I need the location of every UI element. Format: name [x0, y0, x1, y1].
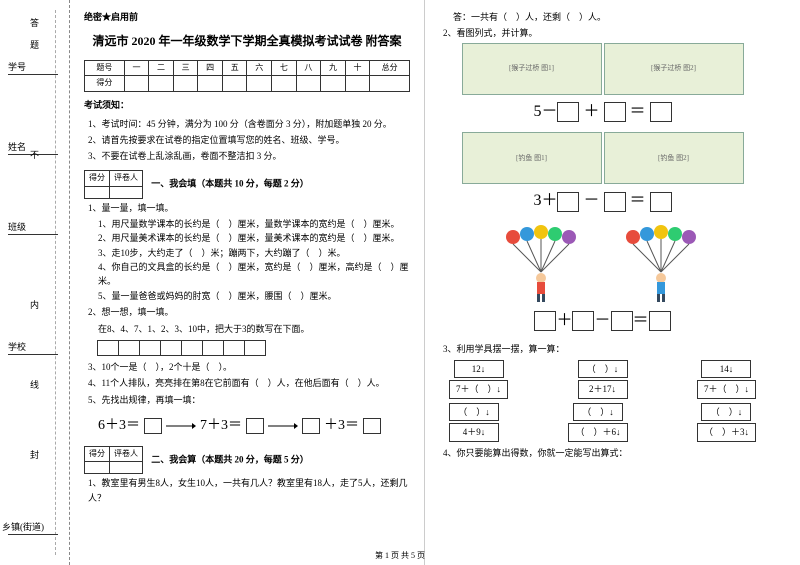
side-field-school	[8, 354, 58, 355]
s2-q1: 1、教室里有男生8人，女生10人，一共有几人？教室里有18人，走了5人，还剩几人…	[88, 476, 410, 505]
side-feng: 封	[28, 450, 41, 459]
s1-q1: 1、量一量，填一填。	[88, 201, 410, 215]
s1-q5: 5、先找出规律，再填一填：	[88, 393, 410, 407]
arrow-icon	[166, 421, 196, 431]
side-xian: 线	[28, 380, 41, 389]
s1-q2: 2、想一想，填一填。	[88, 305, 410, 319]
s2-q4: 4、你只要能算出得数，你就一定能写出算式：	[443, 446, 766, 460]
fishing-images: [钓鱼 图1] [钓鱼 图2]	[439, 132, 766, 184]
equation-2: 3＋ － ＝	[439, 188, 766, 214]
s2-q3: 3、利用学具摆一摆，算一算：	[443, 342, 766, 356]
fishing-image-1: [钓鱼 图1]	[462, 132, 602, 184]
balloon-figure-1	[493, 222, 593, 302]
balloon-figure-2	[613, 222, 713, 302]
arrow-icon	[268, 421, 298, 431]
exam-title: 清远市 2020 年一年级数学下学期全真模拟考试试卷 附答案	[84, 32, 410, 51]
side-ti: 题	[28, 40, 41, 49]
side-nei: 内	[28, 300, 41, 309]
calc-block: （ ）↓ （ ）＋3↓	[697, 403, 756, 442]
content-area: 绝密★启用前 清远市 2020 年一年级数学下学期全真模拟考试试卷 附答案 题号…	[70, 0, 800, 565]
page-footer: 第 1 页 共 5 页	[0, 550, 800, 561]
s1-q3: 3、10个一是（ ），2个十是（ ）。	[88, 360, 410, 374]
side-label-id: 学号	[8, 60, 26, 73]
monkey-image-1: [猴子过桥 图1]	[462, 43, 602, 95]
confidential-label: 绝密★启用前	[84, 10, 410, 24]
notice-2: 2、请首先按要求在试卷的指定位置填写您的姓名、班级、学号。	[88, 133, 410, 147]
side-label-name: 姓名	[8, 140, 26, 153]
grader-table-1: 得分评卷人	[84, 170, 143, 199]
left-column: 绝密★启用前 清远市 2020 年一年级数学下学期全真模拟考试试卷 附答案 题号…	[70, 0, 425, 565]
calc-block: 12↓ 7＋（ ）↓	[449, 360, 508, 399]
answer-boxes	[98, 340, 410, 356]
balloon-figures	[439, 222, 766, 302]
calc-block: （ ）↓ 4＋9↓	[449, 403, 499, 442]
right-column: 答：一共有（ ）人，还剩（ ）人。 2、看图列式，并计算。 [猴子过桥 图1] …	[425, 0, 780, 565]
binding-sidebar: 答 题 学号 姓名 不 班级 内 学校 线 封 乡镇(街道)	[0, 0, 70, 565]
s2-q2: 2、看图列式，并计算。	[443, 26, 766, 40]
score-table: 题号 一 二 三 四 五 六 七 八 九 十 总分 得分	[84, 60, 410, 93]
section-1-title: 一、我会填（本题共 10 分，每题 2 分）	[151, 178, 309, 188]
notice-heading: 考试须知：	[84, 98, 410, 112]
notice-1: 1、考试时间：45 分钟，满分为 100 分（含卷面分 3 分），附加题单独 2…	[88, 117, 410, 131]
monkey-images: [猴子过桥 图1] [猴子过桥 图2]	[439, 43, 766, 95]
table-row: 题号 一 二 三 四 五 六 七 八 九 十 总分	[85, 60, 410, 76]
table-row: 得分	[85, 76, 410, 92]
s1-q1-2: 2、用尺量美术课本的长约是（ ）厘米，量美术课本的宽约是（ ）厘米。	[98, 231, 410, 245]
side-label-class: 班级	[8, 220, 26, 233]
s1-q1-5: 5、量一量爸爸或妈妈的肘宽（ ）厘米，腰围（ ）厘米。	[98, 289, 410, 303]
s1-q2-sub: 在8、4、7、1、2、3、10中，把大于3的数写在下面。	[98, 322, 410, 336]
side-answer: 答	[28, 18, 41, 27]
score-h0: 题号	[85, 60, 125, 76]
fold-line	[55, 10, 56, 555]
fishing-image-2: [钓鱼 图2]	[604, 132, 744, 184]
side-field-class	[8, 234, 58, 235]
calc-row-2: （ ）↓ 4＋9↓ （ ）↓ （ ）＋6↓ （ ）↓ （ ）＋3↓	[449, 403, 756, 442]
calc-block: 14↓ 7＋（ ）↓	[697, 360, 756, 399]
section-2-title: 二、我会算（本题共 20 分，每题 5 分）	[151, 454, 309, 464]
side-bu: 不	[28, 150, 41, 159]
notice-3: 3、不要在试卷上乱涂乱画，卷面不整洁扣 3 分。	[88, 149, 410, 163]
calc-block: （ ）↓ 2＋17↓	[578, 360, 628, 399]
balloon-equation: ＋－＝	[439, 308, 766, 334]
side-field-town	[8, 534, 58, 535]
s1-q1-3: 3、走10步，大约走了（ ）米；蹦两下，大约蹦了（ ）米。	[98, 246, 410, 260]
grader-table-2: 得分评卷人	[84, 446, 143, 475]
s1-q5-equation: 6＋3＝ 7＋3＝ ＋3＝	[98, 415, 410, 437]
calc-block: （ ）↓ （ ）＋6↓	[568, 403, 627, 442]
s1-q4: 4、11个人排队，亮亮排在第8在它前面有（ ）人，在他后面有（ ）人。	[88, 376, 410, 390]
side-field-id	[8, 74, 58, 75]
side-label-town: 乡镇(街道)	[2, 520, 44, 533]
side-label-school: 学校	[8, 340, 26, 353]
answer-line: 答：一共有（ ）人，还剩（ ）人。	[453, 10, 766, 24]
exam-page: 答 题 学号 姓名 不 班级 内 学校 线 封 乡镇(街道) 绝密★启用前 清远…	[0, 0, 800, 565]
monkey-image-2: [猴子过桥 图2]	[604, 43, 744, 95]
s1-q1-4: 4、你自己的文具盒的长约是（ ）厘米，宽约是（ ）厘米，高约是（ ）厘米。	[98, 260, 410, 289]
s1-q1-1: 1、用尺量数学课本的长约是（ ）厘米，量数学课本的宽约是（ ）厘米。	[98, 217, 410, 231]
calc-row-1: 12↓ 7＋（ ）↓ （ ）↓ 2＋17↓ 14↓ 7＋（ ）↓	[449, 360, 756, 399]
equation-1: 5－ ＋ ＝	[439, 99, 766, 125]
